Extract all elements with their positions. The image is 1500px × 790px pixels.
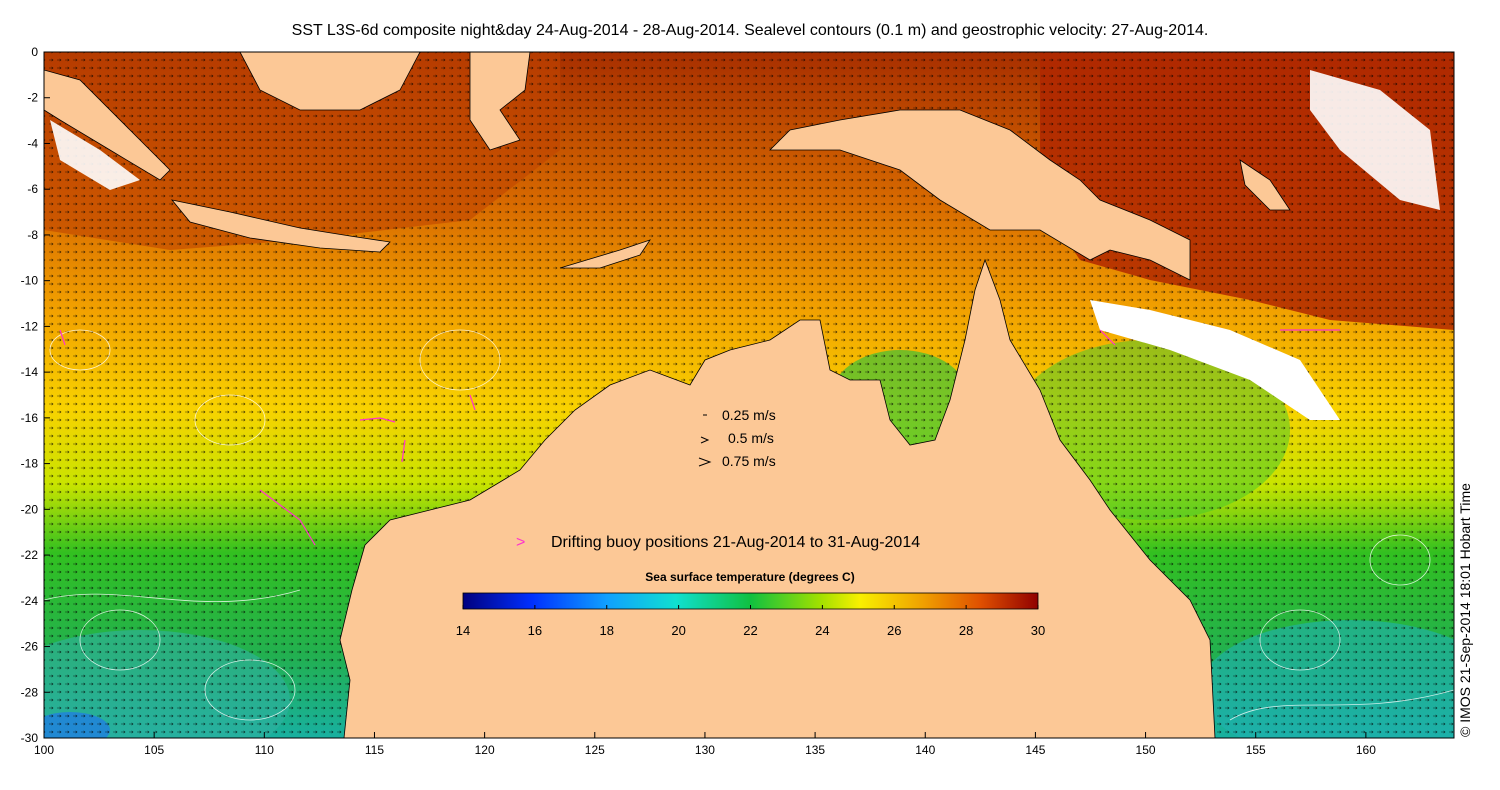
- x-axis: 100 105 110 115 120 125 130 135 140 145 150 155 160: [34, 732, 1376, 757]
- imos-credit: © IMOS 21-Sep-2014 18:01 Hobart Time: [1457, 483, 1473, 737]
- borneo-land: [239, 52, 421, 111]
- velocity-label-0-75: 0.75 m/s: [722, 453, 776, 469]
- colorbar-tick-label: 18: [600, 623, 614, 638]
- colorbar-title: Sea surface temperature (degrees C): [645, 570, 854, 584]
- colorbar-tick-label: 20: [671, 623, 685, 638]
- timor-land: [559, 239, 651, 269]
- y-tick-label: 0: [31, 45, 38, 59]
- sealevel-contours: [44, 329, 1454, 721]
- new-guinea-land: [769, 109, 1191, 281]
- x-tick-label: 105: [144, 743, 164, 757]
- y-tick-label: -28: [21, 685, 39, 699]
- sumatra-land: [44, 69, 171, 181]
- y-tick-label: -16: [21, 411, 39, 425]
- buoy-symbol-icon: >: [516, 534, 525, 551]
- x-tick-label: 145: [1025, 743, 1045, 757]
- buoy-legend: > Drifting buoy positions 21-Aug-2014 to…: [516, 534, 920, 551]
- australia-land: [339, 258, 1216, 738]
- x-tick-label: 100: [34, 743, 54, 757]
- velocity-arrow-0-5: [700, 436, 710, 444]
- x-tick-label: 125: [585, 743, 605, 757]
- x-tick-label: 115: [365, 743, 384, 757]
- y-tick-label: -8: [27, 228, 38, 242]
- velocity-label-0-25: 0.25 m/s: [722, 407, 776, 423]
- y-tick-label: -14: [21, 365, 39, 379]
- x-tick-label: 155: [1246, 743, 1266, 757]
- y-tick-label: -4: [27, 136, 38, 150]
- drifter-tracks: [59, 329, 1340, 546]
- y-axis: 0 -2 -4 -6 -8 -10 -12 -14 -16 -18 -20 -22 -24 -26 -28 -…: [21, 45, 50, 745]
- java-land: [170, 199, 391, 253]
- y-tick-label: -26: [21, 640, 39, 654]
- y-tick-label: -22: [21, 548, 39, 562]
- buoy-legend-label: Drifting buoy positions 21-Aug-2014 to 3…: [551, 534, 920, 551]
- map-frame: [43, 51, 1455, 739]
- cloud-gap-north: [1310, 70, 1440, 210]
- x-tick-label: 135: [805, 743, 825, 757]
- y-tick-label: -24: [21, 594, 39, 608]
- x-tick-label: 110: [255, 743, 274, 757]
- x-tick-label: 160: [1356, 743, 1376, 757]
- colorbar-tick-label: 28: [959, 623, 973, 638]
- sulawesi-land: [469, 52, 531, 151]
- x-tick-label: 120: [475, 743, 495, 757]
- y-tick-label: -12: [21, 319, 39, 333]
- colorbar-tick-label: 14: [456, 623, 470, 638]
- colorbar-tick-label: 16: [528, 623, 542, 638]
- y-tick-label: -6: [27, 182, 38, 196]
- colorbar: Sea surface temperature (degrees C) 14 16…: [456, 570, 1045, 638]
- y-tick-label: -20: [21, 502, 39, 516]
- cloud-gap-coral-sea: [1090, 300, 1340, 420]
- solomon-islands-land: [1239, 159, 1291, 211]
- x-tick-label: 130: [695, 743, 715, 757]
- x-tick-label: 150: [1136, 743, 1156, 757]
- velocity-label-0-5: 0.5 m/s: [728, 430, 774, 446]
- colorbar-tick-label: 24: [815, 623, 829, 638]
- y-tick-label: -2: [27, 91, 38, 105]
- x-tick-label: 140: [915, 743, 935, 757]
- velocity-legend: 0.25 m/s 0.5 m/s 0.75 m/s: [698, 407, 776, 469]
- cloud-gap-nw: [50, 120, 140, 190]
- map-title: SST L3S-6d composite night&day 24-Aug-20…: [291, 22, 1209, 39]
- colorbar-tick-label: 22: [743, 623, 757, 638]
- y-tick-label: -18: [21, 457, 39, 471]
- colorbar-tick-label: 30: [1031, 623, 1045, 638]
- velocity-arrow-0-75: [698, 457, 712, 467]
- y-tick-label: -10: [21, 274, 39, 288]
- y-tick-label: -30: [21, 731, 39, 745]
- colorbar-tick-label: 26: [887, 623, 901, 638]
